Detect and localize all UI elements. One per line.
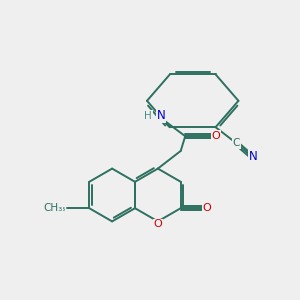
- Text: CH₃: CH₃: [46, 203, 65, 213]
- Text: N: N: [248, 150, 257, 163]
- Text: O: O: [202, 203, 211, 213]
- Text: CH₃: CH₃: [43, 203, 62, 213]
- Text: O: O: [212, 131, 220, 141]
- Text: C: C: [232, 138, 240, 148]
- Text: H: H: [144, 111, 152, 121]
- Text: O: O: [154, 219, 162, 230]
- Text: N: N: [157, 109, 165, 122]
